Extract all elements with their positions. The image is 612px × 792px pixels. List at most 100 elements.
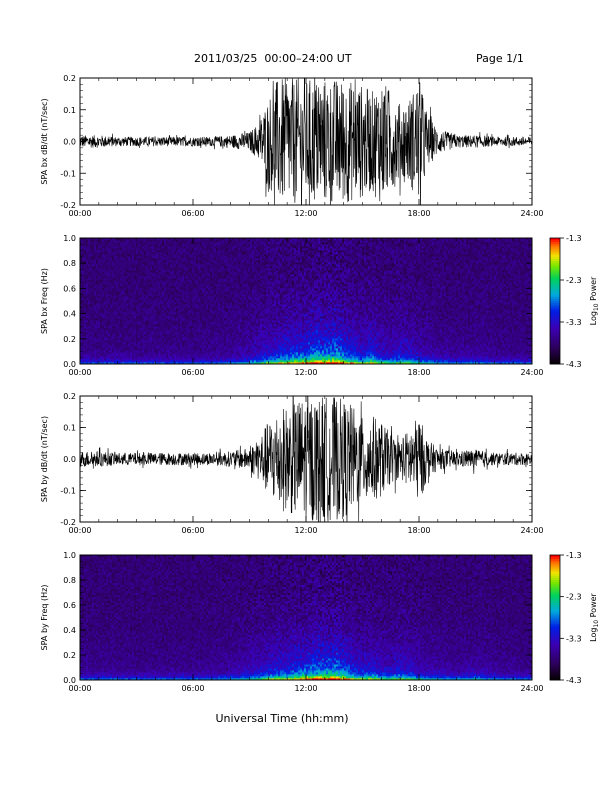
spectrogram-cell (144, 250, 147, 253)
page-title: 2011/03/25 00:00–24:00 UT (194, 52, 352, 65)
spectrogram-cell (144, 338, 147, 341)
spectrogram-cell (182, 326, 185, 329)
spectrogram-cell (140, 286, 143, 289)
spectrogram-cell (226, 324, 229, 327)
spectrogram-cell (166, 274, 169, 277)
spectrogram-cell (176, 310, 179, 313)
spectrogram-cell (200, 256, 203, 259)
spectrogram-cell (92, 354, 95, 357)
spectrogram-cell (186, 314, 189, 317)
spectrogram-cell (170, 294, 173, 297)
spectrogram-cell (200, 276, 203, 279)
spectrogram-cell (166, 290, 169, 293)
spectrogram-cell (128, 264, 131, 267)
spectrogram-cell (168, 330, 171, 333)
spectrogram-cell (204, 308, 207, 311)
spectrogram-cell (98, 280, 101, 283)
spectrogram-cell (106, 338, 109, 341)
spectrogram-cell (206, 314, 209, 317)
spectrogram-cell (202, 324, 205, 327)
spectrogram-cell (142, 332, 145, 335)
spectrogram-cell (100, 250, 103, 253)
spectrogram-cell (96, 312, 99, 315)
spectrogram-cell (184, 304, 187, 307)
spectrogram-cell (138, 238, 141, 241)
spectrogram-cell (160, 358, 163, 361)
spectrogram-cell (150, 356, 153, 359)
spectrogram-cell (96, 336, 99, 339)
spectrogram-cell (142, 346, 145, 349)
spectrogram-cell (130, 344, 133, 347)
spectrogram-cell (114, 262, 117, 265)
spectrogram-cell (152, 358, 155, 361)
spectrogram-cell (128, 316, 131, 319)
spectrogram-cell (172, 346, 175, 349)
spectrogram-cell (172, 304, 175, 307)
spectrogram-cell (140, 242, 143, 245)
spectrogram-cell (104, 308, 107, 311)
spectrogram-cell (140, 272, 143, 275)
spectrogram-cell (118, 310, 121, 313)
spectrogram-cell (178, 278, 181, 281)
spectrogram-cell (112, 264, 115, 267)
spectrogram-cell (230, 260, 233, 263)
spectrogram-cell (194, 344, 197, 347)
spectrogram-cell (210, 290, 213, 293)
spectrogram-cell (202, 328, 205, 331)
spectrogram-cell (110, 334, 113, 337)
spectrogram-cell (180, 304, 183, 307)
spectrogram-cell (214, 250, 217, 253)
spectrogram-cell (168, 260, 171, 263)
spectrogram-cell (98, 260, 101, 263)
spectrogram-cell (172, 302, 175, 305)
spectrogram-cell (94, 302, 97, 305)
spectrogram-cell (180, 320, 183, 323)
spectrogram-cell (206, 328, 209, 331)
spectrogram-cell (170, 306, 173, 309)
spectrogram-cell (126, 342, 129, 345)
spectrogram-cell (90, 250, 93, 253)
spectrogram-cell (100, 278, 103, 281)
spectrogram-cell (138, 342, 141, 345)
spectrogram-cell (174, 284, 177, 287)
spectrogram-cell (108, 334, 111, 337)
spectrogram-cell (204, 318, 207, 321)
spectrogram-cell (144, 314, 147, 317)
spectrogram-cell (174, 240, 177, 243)
spectrogram-cell (226, 248, 229, 251)
spectrogram-cell (104, 246, 107, 249)
spectrogram-cell (228, 252, 231, 255)
spectrogram-cell (218, 264, 221, 267)
spectrogram-cell (162, 240, 165, 243)
spectrogram-cell (186, 240, 189, 243)
spectrogram-cell (220, 254, 223, 257)
spectrogram-cell (98, 250, 101, 253)
spectrogram-cell (130, 248, 133, 251)
spectrogram-cell (194, 270, 197, 273)
spectrogram-cell (196, 272, 199, 275)
spectrogram-cell (172, 240, 175, 243)
spectrogram-cell (184, 280, 187, 283)
spectrogram-cell (146, 302, 149, 305)
spectrogram-cell (202, 316, 205, 319)
spectrogram-cell (90, 252, 93, 255)
spectrogram-cell (90, 334, 93, 337)
spectrogram-cell (220, 264, 223, 267)
spectrogram-cell (218, 252, 221, 255)
spectrogram-cell (104, 278, 107, 281)
spectrogram-cell (210, 314, 213, 317)
spectrogram-cell (182, 350, 185, 353)
spectrogram-cell (100, 248, 103, 251)
spectrogram-cell (102, 282, 105, 285)
spectrogram-cell (148, 312, 151, 315)
spectrogram-cell (178, 324, 181, 327)
spectrogram-cell (214, 264, 217, 267)
spectrogram-cell (154, 344, 157, 347)
spectrogram-cell (110, 290, 113, 293)
spectrogram-cell (218, 362, 221, 365)
spectrogram-cell (98, 322, 101, 325)
spectrogram-cell (104, 306, 107, 309)
spectrogram-cell (166, 300, 169, 303)
spectrogram-cell (138, 282, 141, 285)
spectrogram-cell (140, 336, 143, 339)
